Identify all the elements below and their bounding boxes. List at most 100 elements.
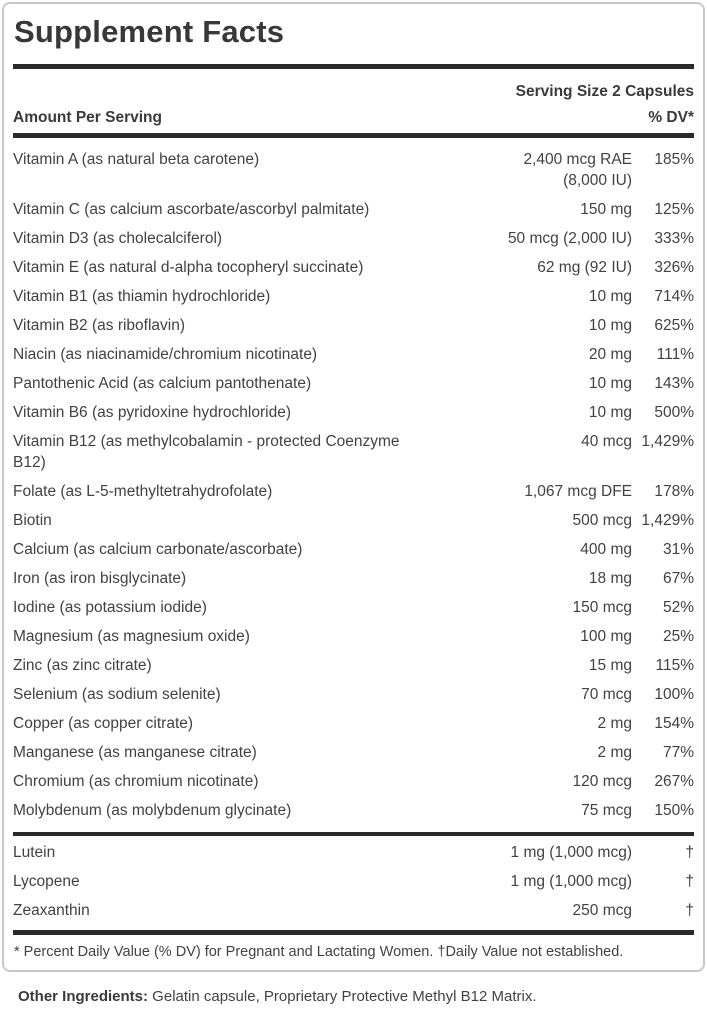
nutrient-dv: 267%	[654, 773, 694, 790]
nutrient-values: 2 mg 154%	[598, 713, 694, 734]
nutrient-amount: 250 mcg	[573, 900, 632, 921]
amount-line: 1,067 mcg DFE	[524, 483, 632, 500]
nutrient-values: 70 mcg 100%	[581, 684, 694, 705]
nutrient-name: Biotin	[13, 512, 52, 529]
nutrient-values: 120 mcg 267%	[573, 771, 694, 792]
table-row: Calcium (as calcium carbonate/ascorbate)…	[13, 535, 694, 564]
table-row: Pantothenic Acid (as calcium pantothenat…	[13, 369, 694, 398]
nutrient-name: Pantothenic Acid (as calcium pantothenat…	[13, 375, 312, 392]
nutrient-values: 400 mg 31%	[580, 539, 694, 560]
amount-line: 50 mcg (2,000 IU)	[507, 230, 632, 247]
nutrient-amount: 500 mcg	[573, 510, 632, 531]
table-row: Vitamin B6 (as pyridoxine hydrochloride)…	[13, 398, 694, 427]
nutrient-amount: 150 mcg	[573, 597, 632, 618]
nutrient-values: 40 mcg 1,429%	[581, 431, 694, 452]
amount-line: 62 mg (92 IU)	[537, 259, 632, 276]
nutrient-name: Molybdenum (as molybdenum glycinate)	[13, 802, 292, 819]
nutrient-amount: 75 mcg	[581, 800, 632, 821]
nutrient-values: 50 mcg (2,000 IU) 333%	[508, 228, 694, 249]
divider-medium	[13, 832, 694, 836]
nutrient-amount: 120 mcg	[573, 771, 632, 792]
nutrient-amount: 18 mg	[589, 568, 632, 589]
table-row: Iodine (as potassium iodide) 150 mcg 52%	[13, 593, 694, 622]
nutrient-amount: 10 mg	[589, 315, 632, 336]
nutrient-values: 150 mg 125%	[580, 199, 694, 220]
nutrient-amount: 100 mg	[580, 626, 632, 647]
table-row: Selenium (as sodium selenite) 70 mcg 100%	[13, 680, 694, 709]
nutrient-dv: 326%	[654, 259, 694, 276]
amount-line: 500 mcg	[572, 512, 632, 529]
amount-line: 120 mcg	[572, 773, 632, 790]
nutrient-amount: 2,400 mcg RAE (8,000 IU)	[523, 149, 632, 191]
nutrient-values: 20 mg 111%	[589, 344, 694, 365]
nutrient-name: Vitamin E (as natural d-alpha tocopheryl…	[13, 259, 364, 276]
nutrient-name: Manganese (as manganese citrate)	[13, 744, 257, 761]
table-row: Zinc (as zinc citrate) 15 mg 115%	[13, 651, 694, 680]
nutrient-values: 10 mg 714%	[589, 286, 694, 307]
table-row: Iron (as iron bisglycinate) 18 mg 67%	[13, 564, 694, 593]
below-panel-section: Other Ingredients: Gelatin capsule, Prop…	[0, 987, 707, 1024]
nutrient-dv: 154%	[654, 715, 694, 732]
other-ingredients-text: Gelatin capsule, Proprietary Protective …	[148, 988, 537, 1005]
percent-dv-header: % DV*	[648, 109, 694, 126]
nutrient-amount: 10 mg	[589, 402, 632, 423]
nutrient-dv: 52%	[662, 599, 694, 616]
nutrient-name: Zinc (as zinc citrate)	[13, 657, 152, 674]
nutrient-amount: 10 mg	[589, 373, 632, 394]
nutrient-values: 1 mg (1,000 mcg) †	[511, 842, 694, 863]
amount-line-2: (8,000 IU)	[563, 172, 632, 189]
nutrient-dv: 333%	[654, 230, 694, 247]
amount-line: 150 mg	[580, 201, 632, 218]
table-row: Vitamin A (as natural beta carotene) 2,40…	[13, 145, 694, 195]
nutrient-dv: †	[685, 844, 694, 861]
table-row: Vitamin B2 (as riboflavin) 10 mg 625%	[13, 311, 694, 340]
table-row: Lycopene 1 mg (1,000 mcg) †	[13, 867, 694, 896]
amount-line: 250 mcg	[572, 902, 632, 919]
serving-size: Serving Size 2 Capsules	[515, 83, 694, 100]
nutrient-values: 150 mcg 52%	[573, 597, 694, 618]
nutrient-values: 10 mg 625%	[589, 315, 694, 336]
nutrient-dv: 500%	[654, 404, 694, 421]
nutrient-name: Vitamin B6 (as pyridoxine hydrochloride)	[13, 404, 291, 421]
nutrient-name: Copper (as copper citrate)	[13, 715, 194, 732]
table-row: Copper (as copper citrate) 2 mg 154%	[13, 709, 694, 738]
table-row: Vitamin B1 (as thiamin hydrochloride) 10 …	[13, 282, 694, 311]
amount-line: 15 mg	[588, 657, 632, 674]
nutrient-amount: 10 mg	[589, 286, 632, 307]
nutrient-values: 100 mg 25%	[580, 626, 694, 647]
table-row: Lutein 1 mg (1,000 mcg) †	[13, 838, 694, 867]
amount-line: 40 mcg	[581, 433, 632, 450]
nutrient-amount: 1,067 mcg DFE	[524, 481, 632, 502]
nutrient-values: 10 mg 143%	[589, 373, 694, 394]
table-row: Vitamin E (as natural d-alpha tocopheryl…	[13, 253, 694, 282]
nutrient-name: Vitamin B12 (as methylcobalamin - protec…	[13, 433, 400, 471]
nutrient-amount: 1 mg (1,000 mcg)	[511, 842, 632, 863]
amount-line: 10 mg	[588, 375, 632, 392]
nutrient-dv: 1,429%	[641, 433, 694, 450]
nutrient-dv: 115%	[655, 657, 695, 674]
nutrient-values: 500 mcg 1,429%	[573, 510, 694, 531]
nutrient-rows: Vitamin A (as natural beta carotene) 2,40…	[13, 138, 694, 827]
dv-footnote: * Percent Daily Value (% DV) for Pregnan…	[14, 944, 624, 960]
amount-line: 18 mg	[588, 570, 632, 587]
nutrient-values: 2,400 mcg RAE (8,000 IU) 185%	[523, 149, 694, 191]
other-ingredients-line: Other Ingredients: Gelatin capsule, Prop…	[18, 987, 705, 1006]
nutrient-dv: 178%	[654, 483, 694, 500]
amount-line: 70 mcg	[581, 686, 632, 703]
amount-line: 1 mg (1,000 mcg)	[510, 844, 632, 861]
nutrient-values: 250 mcg †	[573, 900, 694, 921]
table-row: Biotin 500 mcg 1,429%	[13, 506, 694, 535]
nutrient-name: Iron (as iron bisglycinate)	[13, 570, 187, 587]
nutrient-values: 10 mg 500%	[589, 402, 694, 423]
carotenoid-rows: Lutein 1 mg (1,000 mcg) † Lycopene 1 mg (1,0…	[13, 836, 694, 926]
amount-line: 2,400 mcg RAE	[523, 151, 632, 168]
table-row: Molybdenum (as molybdenum glycinate) 75 m…	[13, 796, 694, 825]
table-row: Vitamin D3 (as cholecalciferol) 50 mcg (2…	[13, 224, 694, 253]
nutrient-amount: 1 mg (1,000 mcg)	[511, 871, 632, 892]
table-row: Vitamin B12 (as methylcobalamin - protec…	[13, 427, 694, 477]
nutrient-dv: †	[685, 873, 694, 890]
nutrient-name: Vitamin D3 (as cholecalciferol)	[13, 230, 223, 247]
nutrient-name: Selenium (as sodium selenite)	[13, 686, 221, 703]
table-row: Chromium (as chromium nicotinate) 120 mcg…	[13, 767, 694, 796]
